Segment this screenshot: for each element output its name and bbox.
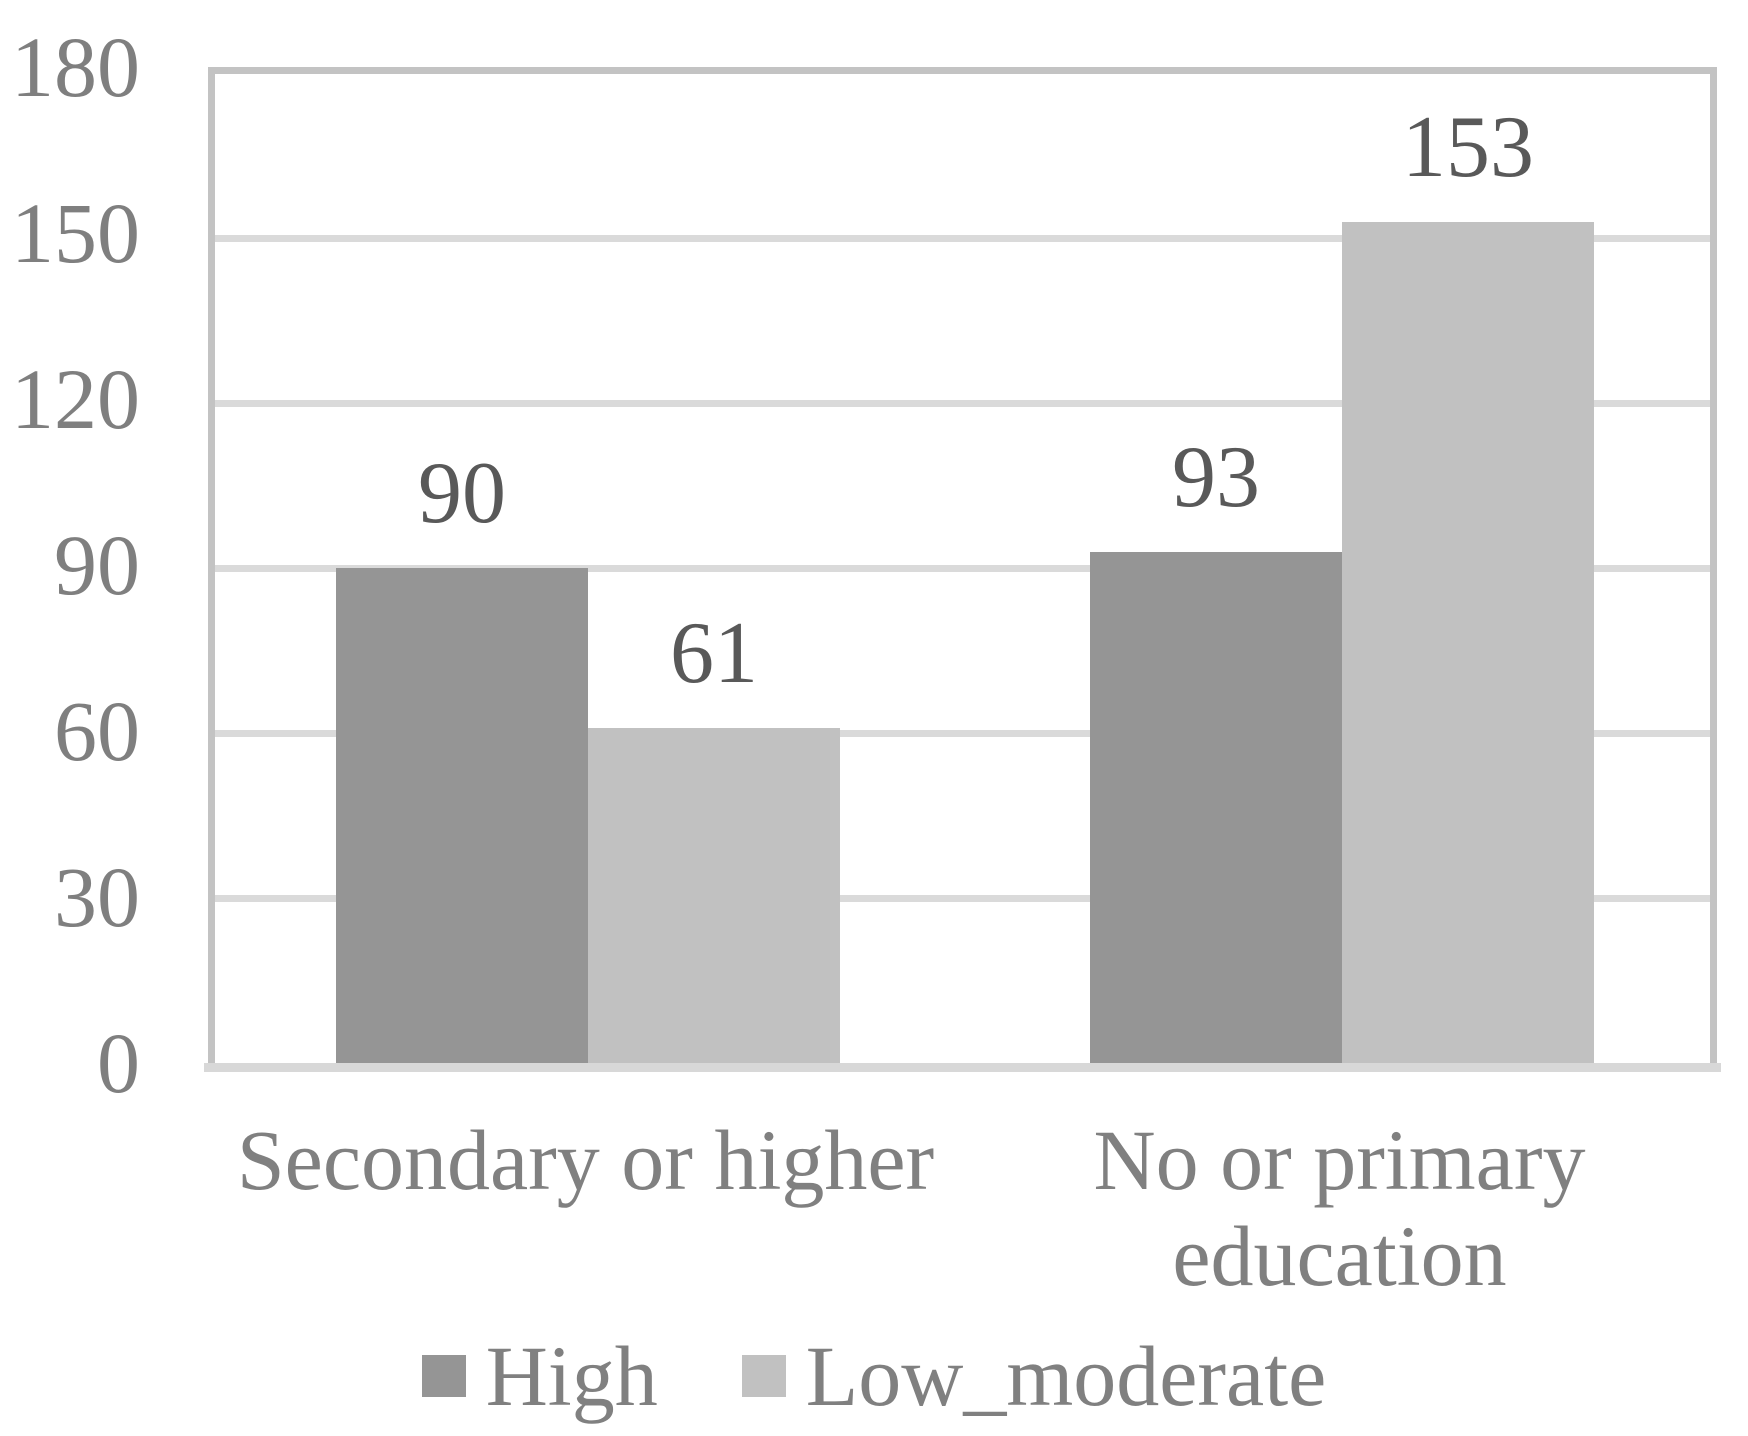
legend-label-lowmoderate: Low_moderate — [805, 1328, 1327, 1424]
legend-item-high: High — [421, 1328, 658, 1424]
y-tick-150: 150 — [11, 185, 140, 281]
category-label-secondary-text: Secondary or higher — [236, 1112, 935, 1208]
bar-noprimary-high — [1090, 552, 1342, 1063]
legend-item-lowmoderate: Low_moderate — [741, 1328, 1327, 1424]
plot-inner: 90 61 93 153 — [215, 74, 1710, 1063]
data-label-secondary-lowmoderate: 61 — [670, 605, 758, 702]
gridline-90 — [215, 565, 1710, 572]
category-label-noprimary: No or primary education — [962, 1112, 1717, 1304]
data-label-noprimary-lowmoderate: 153 — [1402, 99, 1534, 196]
gridline-150 — [215, 235, 1710, 242]
y-tick-0: 0 — [97, 1015, 140, 1111]
x-axis-line — [204, 1063, 1721, 1072]
y-tick-60: 60 — [54, 683, 140, 779]
y-tick-90: 90 — [54, 517, 140, 613]
gridline-60 — [215, 730, 1710, 737]
y-tick-30: 30 — [54, 849, 140, 945]
data-label-noprimary-high: 93 — [1172, 429, 1260, 526]
gridline-30 — [215, 895, 1710, 902]
legend-marker-high-icon — [421, 1355, 466, 1397]
legend-label-high: High — [485, 1328, 658, 1424]
bar-secondary-lowmoderate — [588, 728, 840, 1063]
y-tick-180: 180 — [11, 19, 140, 115]
legend: High Low_moderate — [0, 1326, 1748, 1426]
data-label-secondary-high: 90 — [418, 445, 506, 542]
y-tick-120: 120 — [11, 351, 140, 447]
plot-area: 90 61 93 153 — [208, 67, 1717, 1063]
category-label-secondary: Secondary or higher — [208, 1112, 963, 1208]
bar-secondary-high — [336, 568, 588, 1063]
gridline-120 — [215, 400, 1710, 407]
category-label-noprimary-line1: No or primary — [1093, 1112, 1586, 1208]
bar-noprimary-lowmoderate — [1342, 222, 1594, 1063]
category-label-noprimary-line2: education — [1172, 1208, 1507, 1304]
legend-marker-lowmoderate-icon — [741, 1355, 786, 1397]
